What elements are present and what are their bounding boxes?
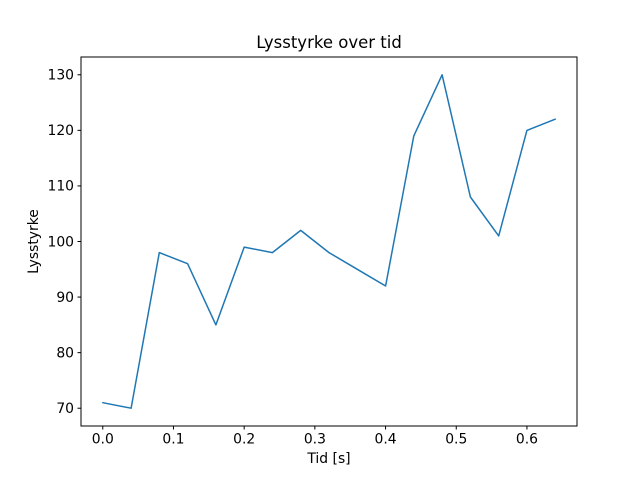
y-tick-label: 100 bbox=[47, 234, 74, 250]
x-tick-label: 0.4 bbox=[375, 432, 397, 448]
chart-title: Lysstyrke over tid bbox=[256, 33, 402, 52]
x-axis-label: Tid [s] bbox=[306, 451, 350, 467]
plot-border bbox=[80, 56, 578, 427]
x-tick-label: 0.6 bbox=[516, 432, 538, 448]
y-tick-label: 110 bbox=[47, 179, 74, 195]
x-tick-label: 0.2 bbox=[233, 432, 255, 448]
y-tick-label: 80 bbox=[56, 345, 74, 361]
y-tick-label: 120 bbox=[47, 123, 74, 139]
x-tick-label: 0.0 bbox=[92, 432, 114, 448]
x-axis-ticks: 0.0 0.1 0.2 0.3 0.4 0.5 0.6 bbox=[92, 426, 538, 448]
y-axis-label: Lysstyrke bbox=[26, 209, 42, 274]
y-axis-ticks: 70 80 90 100 110 120 130 bbox=[47, 68, 81, 417]
y-tick-label: 130 bbox=[47, 68, 74, 84]
x-tick-label: 0.3 bbox=[304, 432, 326, 448]
y-tick-label: 90 bbox=[56, 290, 74, 306]
y-tick-label: 70 bbox=[56, 401, 74, 417]
x-tick-label: 0.5 bbox=[445, 432, 467, 448]
data-line bbox=[102, 74, 556, 409]
x-tick-label: 0.1 bbox=[162, 432, 184, 448]
